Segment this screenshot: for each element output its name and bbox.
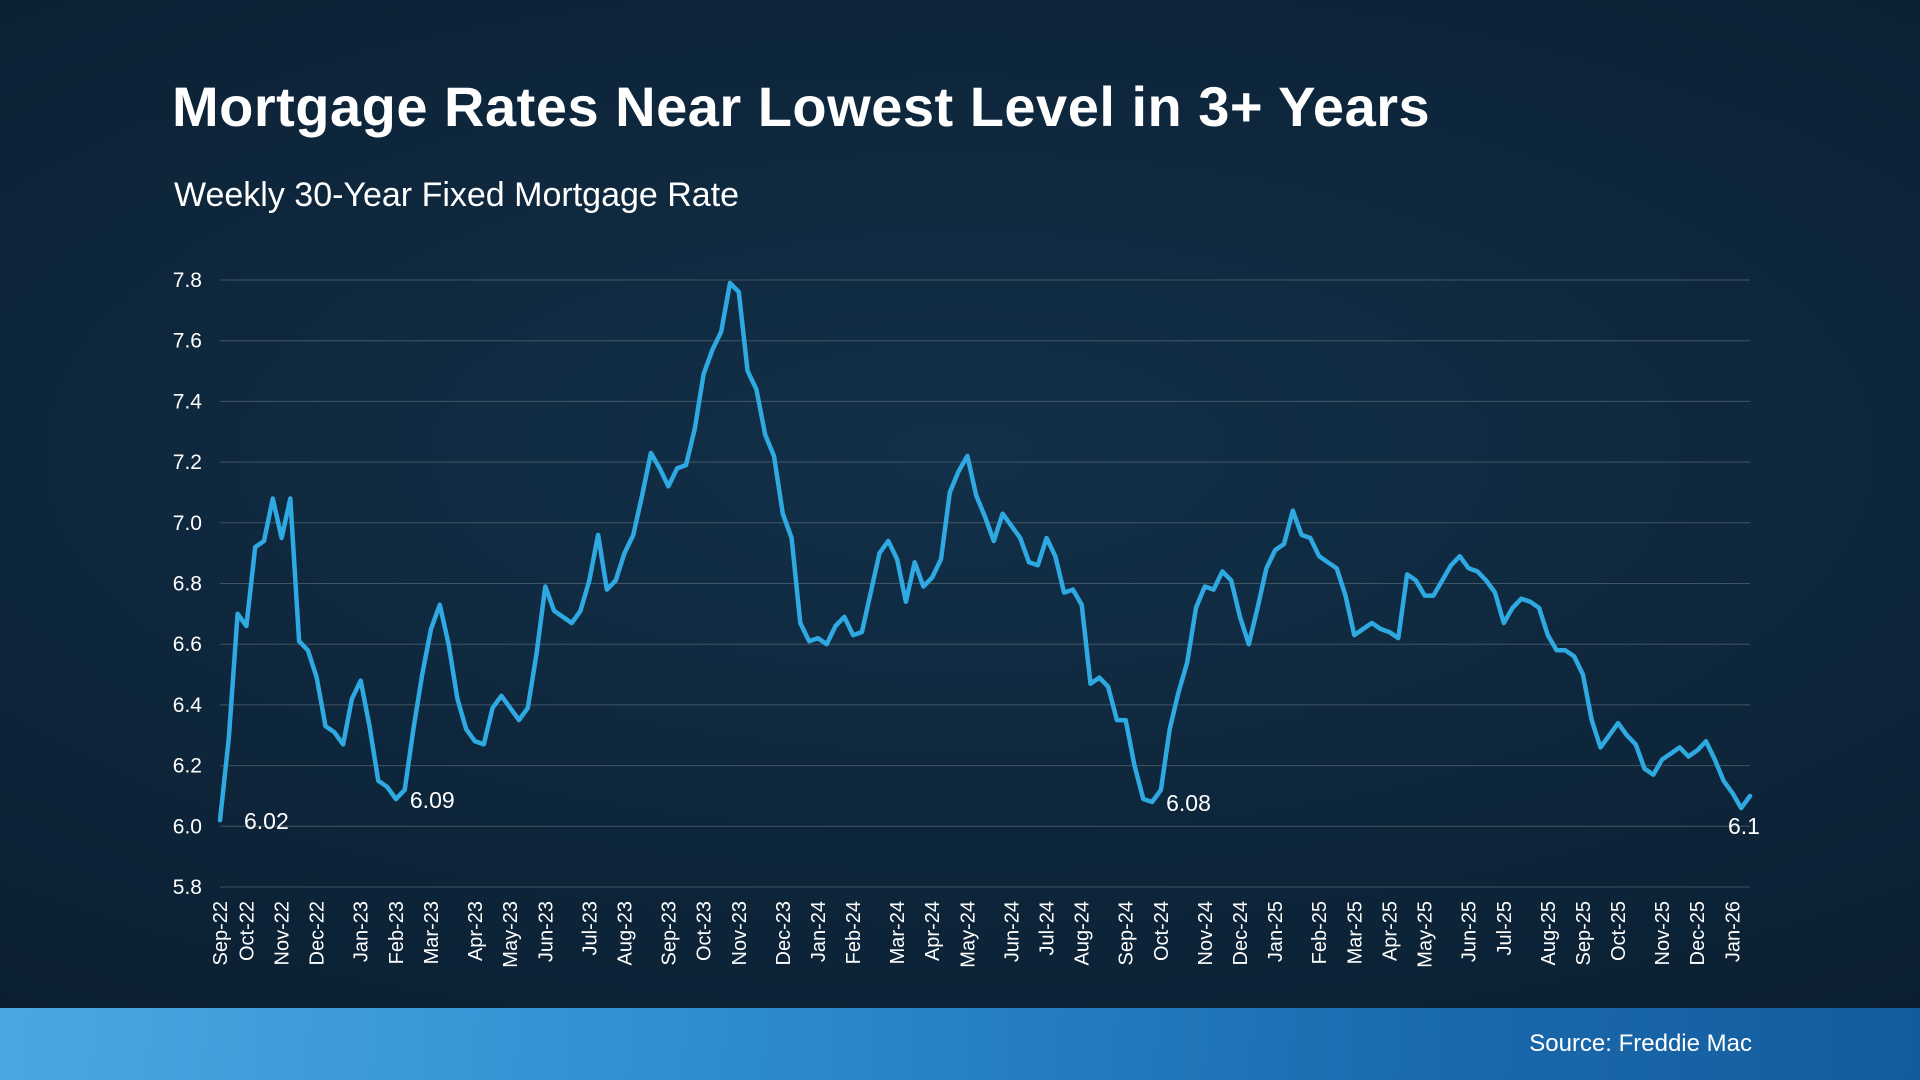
y-axis-tick-label: 7.6	[173, 330, 202, 353]
x-axis-tick-label: May-24	[957, 901, 979, 968]
x-axis-tick-label: Feb-25	[1309, 901, 1331, 964]
x-axis-tick-label: Aug-24	[1072, 901, 1094, 966]
x-axis-tick-label: Jun-25	[1459, 901, 1481, 962]
x-axis-tick-label: Sep-24	[1116, 901, 1138, 966]
x-axis-tick-label: Nov-23	[729, 901, 751, 965]
source-attribution: Source: Freddie Mac	[1529, 1030, 1752, 1057]
y-axis-tick-label: 7.4	[173, 390, 203, 413]
data-point-annotation: 6.02	[244, 808, 289, 834]
x-axis-tick-label: Jul-25	[1494, 901, 1516, 955]
y-axis-tick-label: 6.0	[173, 815, 202, 838]
y-axis-tick-label: 6.2	[173, 755, 202, 778]
rate-series-line	[217, 280, 1753, 823]
x-axis-tick-label: Sep-25	[1573, 901, 1595, 966]
x-axis-tick-label: Jan-26	[1722, 901, 1744, 962]
x-axis-tick-label: Feb-23	[386, 901, 408, 964]
x-axis-tick-label: Jul-24	[1037, 901, 1059, 955]
x-axis-tick-label: May-23	[500, 901, 522, 968]
x-axis-tick-label: May-25	[1415, 901, 1437, 968]
y-axis-tick-label: 6.8	[173, 573, 202, 596]
x-axis-tick-label: Oct-23	[694, 901, 716, 961]
y-axis-tick-label: 7.8	[173, 269, 202, 292]
x-axis-tick-label: Nov-24	[1195, 901, 1217, 965]
x-axis-tick-label: Apr-25	[1380, 901, 1402, 961]
y-axis-tick-label: 7.0	[173, 512, 202, 535]
y-axis-tick-label: 5.8	[173, 876, 202, 899]
data-point-annotation: 6.1	[1728, 813, 1760, 839]
x-axis-tick-label: Dec-24	[1230, 901, 1252, 965]
y-axis-tick-label: 6.6	[173, 633, 202, 656]
x-axis-tick-label: Jan-24	[808, 901, 830, 962]
data-point-annotation: 6.09	[410, 787, 455, 813]
x-axis-tick-label: Sep-23	[658, 901, 680, 966]
y-axis-tick-label: 6.4	[173, 694, 203, 717]
x-axis-tick-label: Dec-25	[1687, 901, 1709, 965]
x-axis-tick-label: Apr-23	[465, 901, 487, 961]
x-axis-tick-label: Aug-25	[1538, 901, 1560, 966]
y-axis-tick-label: 7.2	[173, 451, 202, 474]
x-axis-tick-label: Mar-24	[887, 901, 909, 964]
page-title: Mortgage Rates Near Lowest Level in 3+ Y…	[172, 75, 1431, 138]
x-axis-tick-label: Jul-23	[579, 901, 601, 955]
footer-bar: Source: Freddie Mac	[0, 1008, 1920, 1080]
x-axis-tick-label: Apr-24	[922, 901, 944, 961]
chart-subtitle: Weekly 30-Year Fixed Mortgage Rate	[174, 176, 740, 214]
x-axis-tick-label: Oct-24	[1151, 901, 1173, 961]
x-axis-tick-label: Mar-23	[421, 901, 443, 964]
x-axis-tick-label: Jan-25	[1265, 901, 1287, 962]
x-axis-tick-label: Mar-25	[1344, 901, 1366, 964]
x-axis-tick-label: Feb-24	[843, 901, 865, 964]
data-point-annotation: 6.08	[1166, 790, 1211, 816]
x-axis-tick-label: Jan-23	[351, 901, 373, 962]
x-axis-tick-label: Jun-24	[1001, 901, 1023, 962]
x-axis-tick-label: Sep-22	[210, 901, 232, 966]
x-axis-tick-label: Aug-23	[615, 901, 637, 966]
x-axis-tick-label: Jun-23	[535, 901, 557, 962]
x-axis-tick-label: Oct-22	[236, 901, 258, 961]
x-axis-tick-label: Oct-25	[1608, 901, 1630, 961]
x-axis-tick-label: Nov-25	[1652, 901, 1674, 965]
x-axis-tick-label: Nov-22	[272, 901, 294, 965]
x-axis-tick-label: Dec-22	[307, 901, 329, 965]
x-axis-tick-label: Dec-23	[773, 901, 795, 965]
